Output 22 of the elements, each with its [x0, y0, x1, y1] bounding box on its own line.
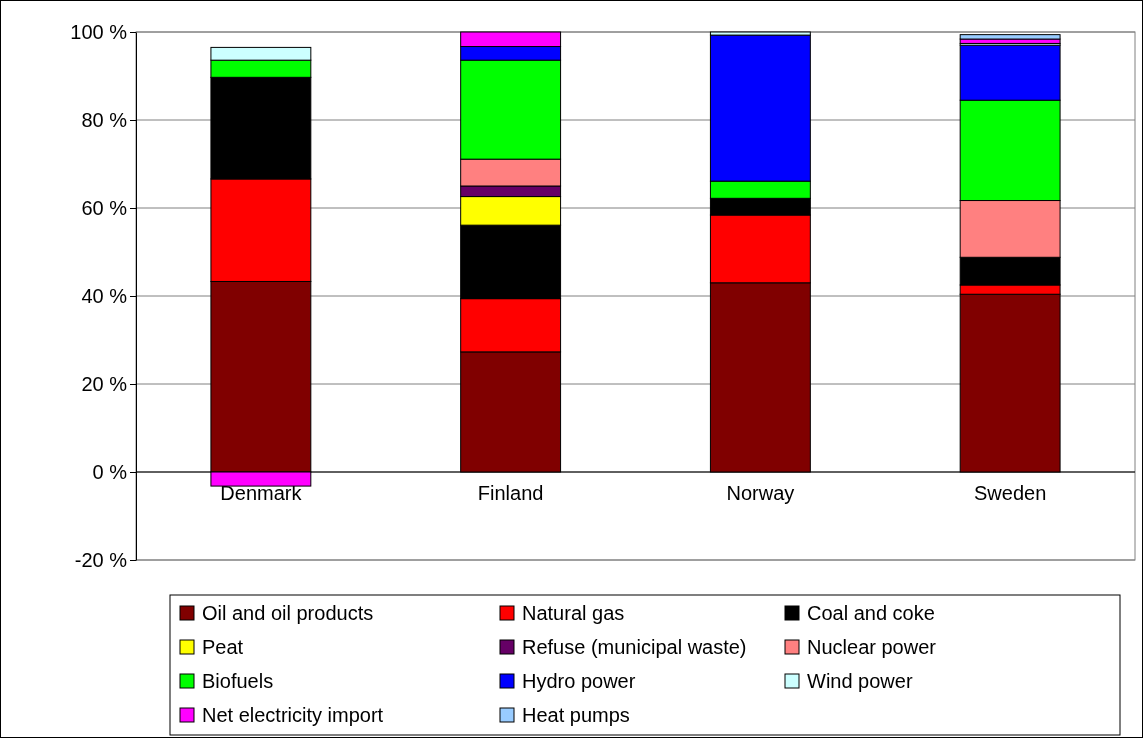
legend-label: Coal and coke: [807, 602, 935, 624]
y-tick-label: 80 %: [81, 108, 128, 131]
y-tick-label: 100 %: [70, 20, 128, 43]
y-tick-label: 40 %: [81, 284, 128, 307]
x-tick-label: Norway: [726, 482, 795, 505]
legend-label: Hydro power: [522, 670, 636, 692]
legend-label: Net electricity import: [202, 704, 384, 726]
legend-label: Oil and oil products: [202, 602, 374, 624]
legend-label: Peat: [202, 636, 244, 658]
legend-label: Refuse (municipal waste): [522, 636, 747, 658]
y-tick-label: 20 %: [81, 372, 128, 395]
x-tick-label: Finland: [477, 482, 544, 505]
x-tick-label: Sweden: [973, 482, 1047, 505]
legend-label: Natural gas: [522, 602, 625, 624]
legend-label: Heat pumps: [522, 704, 630, 726]
legend-label: Wind power: [807, 670, 913, 692]
legend-label: Biofuels: [202, 670, 274, 692]
y-tick-label: 0 %: [92, 460, 128, 483]
x-tick-label: Denmark: [220, 482, 303, 505]
y-tick-label: -20 %: [74, 548, 128, 571]
y-tick-label: 60 %: [81, 196, 128, 219]
legend-label: Nuclear power: [807, 636, 937, 658]
